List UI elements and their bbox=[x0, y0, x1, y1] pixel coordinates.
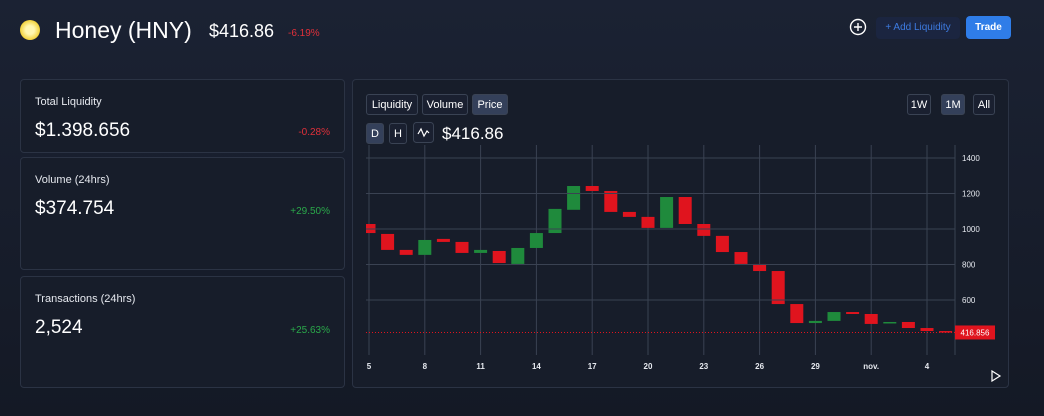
stat-card: Transactions (24hrs) 2,524 +25.63% bbox=[20, 276, 345, 388]
x-tick-label: 8 bbox=[423, 362, 428, 371]
tab-button[interactable]: Volume bbox=[422, 94, 468, 115]
candle bbox=[660, 197, 674, 228]
x-tick-label: 11 bbox=[476, 362, 485, 371]
stat-card: Total Liquidity $1.398.656 -0.28% bbox=[20, 79, 345, 153]
candle bbox=[920, 328, 934, 332]
candle bbox=[548, 208, 562, 234]
candle bbox=[492, 250, 506, 264]
candle bbox=[418, 239, 432, 255]
stat-change: +29.50% bbox=[290, 206, 330, 217]
interval-button[interactable]: H bbox=[389, 123, 407, 144]
candle bbox=[641, 216, 655, 228]
candle bbox=[529, 233, 543, 248]
candle bbox=[939, 331, 953, 333]
page-title: Honey (HNY) bbox=[55, 17, 192, 43]
range-button[interactable]: 1W bbox=[907, 94, 931, 115]
x-tick-label: 17 bbox=[588, 362, 597, 371]
x-tick-label: 23 bbox=[699, 362, 708, 371]
candle bbox=[474, 249, 488, 253]
candle bbox=[790, 304, 804, 324]
candle bbox=[678, 197, 692, 224]
x-tick-label: nov. bbox=[863, 362, 879, 371]
candle bbox=[399, 249, 413, 255]
stat-label: Volume (24hrs) bbox=[35, 174, 110, 186]
stat-change: +25.63% bbox=[290, 325, 330, 336]
y-tick-label: 800 bbox=[962, 260, 976, 269]
add-liquidity-button[interactable]: + Add Liquidity bbox=[876, 17, 960, 39]
x-tick-label: 20 bbox=[644, 362, 653, 371]
candle bbox=[883, 321, 897, 324]
candle bbox=[604, 190, 618, 212]
x-tick-label: 29 bbox=[811, 362, 820, 371]
tab-button[interactable]: Price bbox=[472, 94, 508, 115]
candle bbox=[715, 235, 729, 253]
candle bbox=[567, 186, 581, 210]
stat-card: Volume (24hrs) $374.754 +29.50% bbox=[20, 157, 345, 270]
stat-value: $374.754 bbox=[35, 198, 115, 219]
candle bbox=[864, 313, 878, 324]
candle bbox=[734, 252, 748, 264]
stat-label: Transactions (24hrs) bbox=[35, 293, 136, 305]
range-button[interactable]: All bbox=[973, 94, 995, 115]
last-price-label: 416.856 bbox=[961, 328, 990, 337]
x-tick-label: 14 bbox=[532, 362, 541, 371]
y-tick-label: 1400 bbox=[962, 154, 980, 163]
stat-label: Total Liquidity bbox=[35, 96, 102, 108]
candle bbox=[846, 312, 860, 314]
x-tick-label: 26 bbox=[755, 362, 764, 371]
stat-change: -0.28% bbox=[298, 127, 330, 138]
add-icon[interactable] bbox=[849, 18, 867, 36]
plot bbox=[366, 145, 953, 355]
tab-button[interactable]: Liquidity bbox=[366, 94, 418, 115]
candle bbox=[753, 263, 767, 272]
candle bbox=[622, 211, 636, 217]
candle bbox=[436, 238, 450, 242]
candle bbox=[511, 247, 525, 264]
candle bbox=[455, 241, 469, 253]
x-tick-label: 5 bbox=[367, 362, 372, 371]
y-tick-label: 1200 bbox=[962, 189, 980, 198]
candle bbox=[697, 223, 711, 236]
candle bbox=[381, 233, 395, 250]
interval-button[interactable]: D bbox=[366, 123, 384, 144]
x-tick-label: 4 bbox=[925, 362, 930, 371]
candle bbox=[771, 271, 785, 305]
price-change: -6.19% bbox=[288, 28, 320, 39]
last-price-box bbox=[955, 325, 995, 340]
play-icon[interactable] bbox=[990, 370, 1002, 382]
price: $416.86 bbox=[209, 21, 275, 41]
candle bbox=[901, 321, 915, 329]
chart-panel bbox=[352, 79, 1009, 388]
candle bbox=[808, 320, 822, 324]
trade-button[interactable]: Trade bbox=[966, 16, 1011, 39]
y-tick-label: 1000 bbox=[962, 225, 980, 234]
candle bbox=[827, 312, 841, 321]
token-icon bbox=[20, 20, 40, 40]
chart-price: $416.86 bbox=[442, 124, 504, 143]
stat-value: 2,524 bbox=[35, 317, 83, 338]
y-tick-label: 600 bbox=[962, 296, 976, 305]
stat-value: $1.398.656 bbox=[35, 120, 131, 141]
line-chart-button[interactable] bbox=[413, 122, 434, 143]
candle bbox=[585, 186, 599, 191]
range-button[interactable]: 1M bbox=[941, 94, 965, 115]
